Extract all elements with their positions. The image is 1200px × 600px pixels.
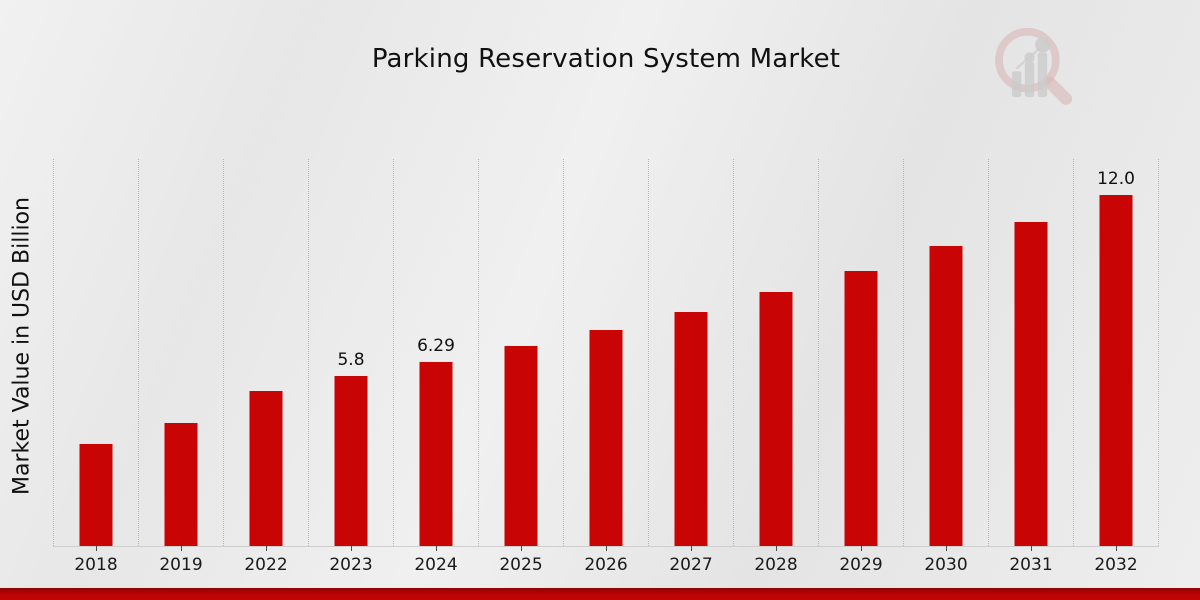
bar-slot: 2029: [818, 159, 903, 575]
bar-slot: 12.0 2032: [1073, 159, 1159, 575]
bar-value-label: 12.0: [1097, 169, 1135, 190]
bar-2023: [334, 376, 368, 546]
x-tick-label: 2025: [499, 555, 543, 575]
bottom-accent-bar: [0, 588, 1200, 600]
x-axis-tick-mark: [946, 546, 947, 551]
bar-2027: [674, 312, 708, 546]
x-axis-tick-mark: [691, 546, 692, 551]
x-tick-label: 2027: [669, 555, 713, 575]
bar-slot: 2022: [223, 159, 308, 575]
x-tick-label: 2032: [1094, 555, 1138, 575]
x-axis-tick-mark: [1031, 546, 1032, 551]
bar-2029: [844, 271, 878, 546]
plot-area: 2018 2019 2022 5.8 2023 6.29 2024 2025 2026 2027 2…: [53, 159, 1159, 575]
x-axis-tick-mark: [1116, 546, 1117, 551]
x-tick-label: 2030: [924, 555, 968, 575]
bar-2025: [504, 345, 538, 546]
x-axis-tick-mark: [436, 546, 437, 551]
bar-2018: [79, 443, 113, 546]
bar-2022: [249, 391, 283, 546]
x-tick-label: 2031: [1009, 555, 1053, 575]
x-tick-label: 2026: [584, 555, 628, 575]
x-axis-tick-mark: [96, 546, 97, 551]
bar-2026: [589, 329, 623, 546]
bar-value-label: 5.8: [337, 350, 365, 371]
bar-2031: [1014, 221, 1048, 546]
x-tick-label: 2023: [329, 555, 373, 575]
magnifier-bar-chart-logo-icon: [995, 27, 1073, 105]
x-axis-tick-mark: [861, 546, 862, 551]
x-tick-label: 2018: [74, 555, 118, 575]
x-axis-tick-mark: [606, 546, 607, 551]
bar-slot: 2027: [648, 159, 733, 575]
bar-2030: [929, 246, 963, 546]
x-tick-label: 2019: [159, 555, 203, 575]
x-axis-tick-mark: [776, 546, 777, 551]
bar-slot: 2026: [563, 159, 648, 575]
x-tick-label: 2029: [839, 555, 883, 575]
x-axis-tick-mark: [266, 546, 267, 551]
x-tick-label: 2028: [754, 555, 798, 575]
bar-slot: 2018: [53, 159, 138, 575]
bar-slot: 2019: [138, 159, 223, 575]
x-axis-tick-mark: [351, 546, 352, 551]
bar-slot: 2028: [733, 159, 818, 575]
bar-slot: 2025: [478, 159, 563, 575]
bar-slot: 2031: [988, 159, 1073, 575]
chart-title: Parking Reservation System Market: [371, 44, 841, 74]
bar-slot: 5.8 2023: [308, 159, 393, 575]
bar-slot: 6.29 2024: [393, 159, 478, 575]
x-axis-tick-mark: [181, 546, 182, 551]
bar-value-label: 6.29: [417, 336, 455, 357]
x-tick-label: 2024: [414, 555, 458, 575]
y-axis-label: Market Value in USD Billion: [9, 196, 35, 496]
bar-2024: [419, 362, 453, 546]
x-axis-tick-mark: [521, 546, 522, 551]
bar-2032: [1099, 195, 1133, 546]
x-tick-label: 2022: [244, 555, 288, 575]
bar-slot: 2030: [903, 159, 988, 575]
bar-2019: [164, 423, 198, 546]
bar-2028: [759, 291, 793, 546]
